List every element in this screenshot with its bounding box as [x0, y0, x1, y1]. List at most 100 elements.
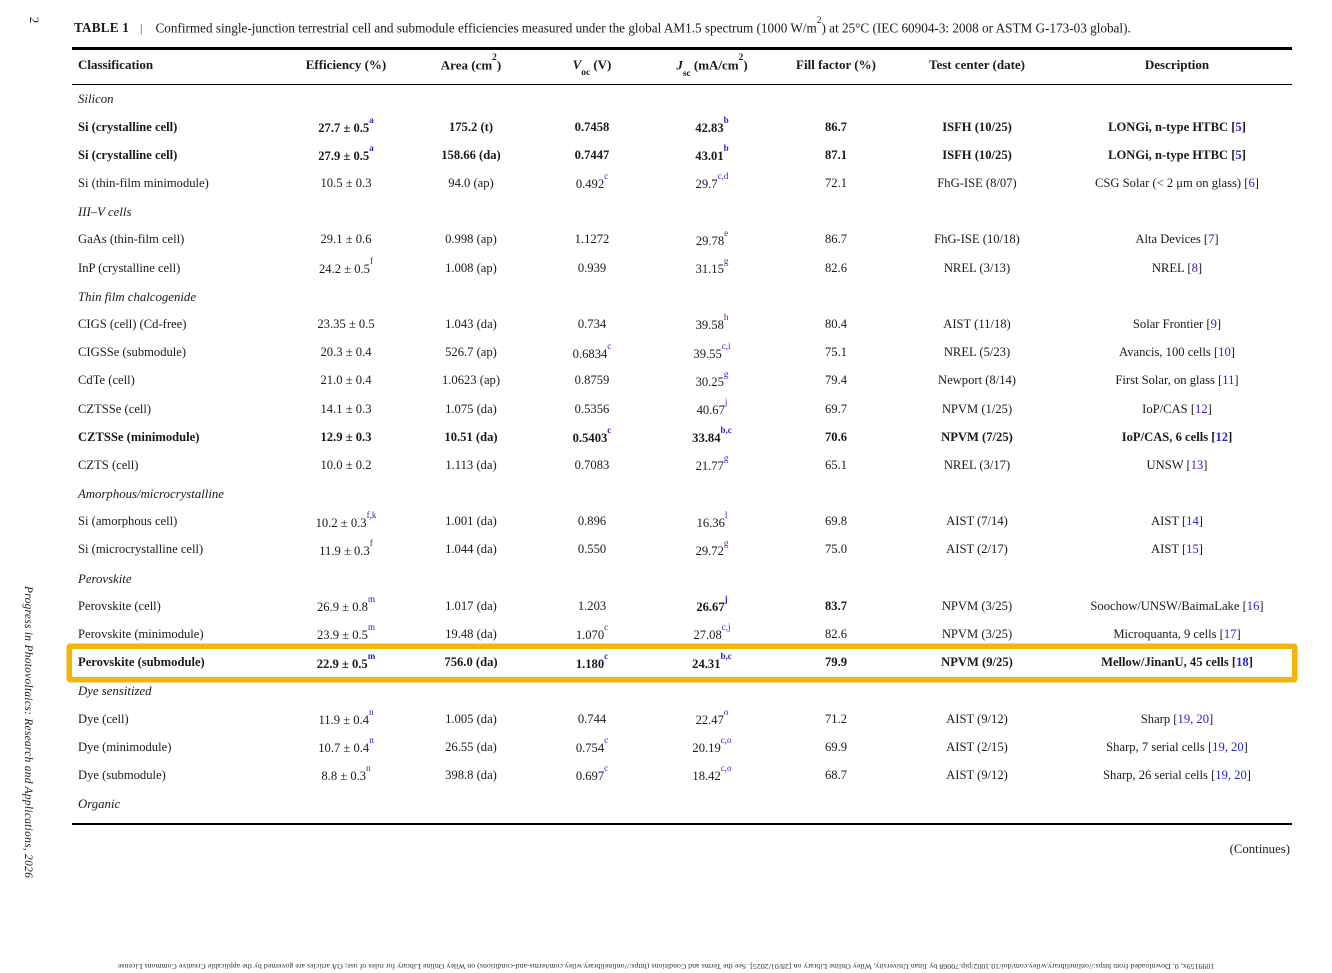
footnote-marker[interactable]: b,c — [720, 650, 732, 661]
citation-link[interactable]: 15 — [1186, 542, 1199, 557]
footnote-marker[interactable]: m — [367, 650, 376, 661]
section-label: Amorphous/microcrystalline — [78, 487, 224, 501]
table-row: Si (microcrystalline cell) 11.9 ± 0.3f 1.0… — [72, 536, 1292, 564]
citation-link[interactable]: 11 — [1222, 373, 1235, 388]
table-caption-label: TABLE 1 — [74, 20, 130, 36]
footnote-marker[interactable]: c — [604, 763, 609, 774]
table-cell: Perovskite (minimodule) — [78, 627, 204, 642]
footnote-marker[interactable]: c — [607, 425, 612, 436]
citation-link[interactable]: 17 — [1223, 627, 1237, 642]
table-cell: AIST (2/15) — [946, 739, 1008, 754]
table-cell: FhG-ISE (8/07) — [937, 176, 1017, 191]
footnote-marker[interactable]: m — [367, 594, 376, 605]
footnote-marker[interactable]: g — [723, 453, 729, 464]
footnote-marker[interactable]: c — [604, 650, 609, 661]
column-header-fill-factor: Fill factor (%) — [796, 57, 876, 73]
table-cell: LONGi, n-type HTBC [5] — [1108, 119, 1246, 134]
citation-link[interactable]: 19, 20 — [1212, 739, 1244, 754]
citation-link[interactable]: 10 — [1218, 345, 1231, 360]
table-cell: 1.001 (da) — [445, 514, 497, 529]
citation-link[interactable]: 8 — [1191, 260, 1198, 275]
footnote-marker[interactable]: o — [723, 706, 729, 717]
table-cell: 1.070c — [575, 622, 609, 643]
table-cell: Perovskite (cell) — [78, 598, 161, 613]
footnote-marker[interactable]: a — [369, 143, 374, 154]
citation-link[interactable]: 9 — [1210, 316, 1217, 331]
footnote-marker[interactable]: j — [724, 594, 728, 605]
table-cell: 80.4 — [824, 316, 848, 331]
journal-sidebar-title: Progress in Photovoltaics: Research and … — [22, 586, 34, 879]
table-cell: ISFH (10/25) — [942, 147, 1012, 162]
table-cell: Sharp, 26 serial cells [19, 20] — [1103, 767, 1251, 782]
table-cell: 16.36l — [696, 509, 728, 530]
footnote-marker[interactable]: n — [366, 763, 371, 774]
footnote-marker[interactable]: c,j — [721, 622, 731, 633]
section-label: Perovskite — [78, 571, 132, 586]
table-cell: IoP/CAS, 6 cells [12] — [1121, 429, 1233, 444]
footnote-marker[interactable]: m — [367, 622, 376, 633]
table-cell: 0.734 — [577, 316, 607, 331]
footnote-marker[interactable]: c,o — [720, 735, 732, 746]
footnote-marker[interactable]: c,o — [720, 763, 732, 774]
citation-link[interactable]: 7 — [1208, 232, 1215, 247]
footnote-marker[interactable]: h — [723, 312, 729, 323]
table-row: Dye (minimodule) 10.7 ± 0.4n 26.55 (da) 0.7… — [72, 734, 1292, 762]
footnote-marker[interactable]: n — [369, 706, 374, 717]
table-cell: AIST [14] — [1151, 514, 1203, 529]
footnote-marker[interactable]: c — [607, 340, 612, 351]
table-cell: Sharp, 7 serial cells [19, 20] — [1106, 739, 1248, 754]
footnote-marker[interactable]: c — [604, 622, 609, 633]
footnote-marker[interactable]: f,k — [366, 509, 377, 520]
footnote-marker[interactable]: c — [604, 171, 609, 182]
footnote-marker[interactable]: a — [369, 115, 374, 125]
section-label: III–V cells — [78, 205, 132, 220]
column-header-jsc: Jsc (mA/cm2) — [676, 53, 748, 79]
table-cell: CSG Solar (< 2 μm on glass) [6] — [1095, 176, 1259, 191]
citation-link[interactable]: 16 — [1246, 598, 1260, 613]
table-cell: 71.2 — [824, 711, 848, 726]
citation-link[interactable]: 18 — [1236, 655, 1249, 670]
citation-link[interactable]: 12 — [1215, 429, 1229, 444]
table-cell: GaAs (thin-film cell) — [78, 232, 185, 247]
citation-link[interactable]: 6 — [1248, 176, 1255, 191]
footnote-marker[interactable]: b — [723, 143, 729, 154]
table-cell: 20.19c,o — [692, 735, 732, 756]
section-label: Organic — [78, 797, 121, 812]
footnote-marker[interactable]: j — [724, 396, 728, 407]
citation-link[interactable]: 5 — [1235, 119, 1242, 134]
table-cell: 94.0 (ap) — [448, 176, 494, 191]
table-cell: 8.8 ± 0.3n — [321, 763, 371, 784]
table-cell: 29.72g — [695, 537, 729, 559]
section-row: Amorphous/microcrystalline — [72, 480, 1292, 508]
column-header-classification: Classification — [78, 57, 154, 73]
table-row: Perovskite (submodule) 22.9 ± 0.5m 756.0 (… — [72, 649, 1292, 677]
table-cell: 27.9 ± 0.5a — [318, 143, 374, 164]
table-cell: 0.492c — [575, 171, 609, 192]
citation-link[interactable]: 12 — [1195, 401, 1208, 416]
footnote-marker[interactable]: e — [724, 227, 729, 238]
table-row: CIGS (cell) (Cd-free) 23.35 ± 0.5 1.043 (d… — [72, 311, 1292, 339]
table-cell: 1.075 (da) — [445, 401, 497, 416]
footnote-marker[interactable]: b,c — [720, 425, 732, 436]
table-cell: Dye (cell) — [78, 711, 129, 726]
citation-link[interactable]: 5 — [1235, 147, 1242, 162]
table-cell: NPVM (7/25) — [941, 429, 1013, 444]
footnote-marker[interactable]: l — [724, 509, 728, 520]
footnote-marker[interactable]: f — [369, 537, 373, 548]
citation-link[interactable]: 13 — [1190, 457, 1204, 472]
footnote-marker[interactable]: g — [723, 537, 729, 548]
citation-link[interactable]: 19, 20 — [1177, 711, 1209, 726]
citation-link[interactable]: 19, 20 — [1215, 767, 1247, 782]
footnote-marker[interactable]: g — [723, 255, 729, 266]
footnote-marker[interactable]: g — [723, 368, 729, 379]
footnote-marker[interactable]: f — [369, 255, 374, 266]
footnote-marker[interactable]: c,i — [721, 340, 731, 351]
citation-link[interactable]: 14 — [1186, 514, 1199, 529]
table-cell: 12.9 ± 0.3 — [320, 429, 372, 444]
footnote-marker[interactable]: c — [604, 735, 609, 746]
footnote-marker[interactable]: b — [723, 115, 729, 125]
footnote-marker[interactable]: n — [369, 735, 374, 746]
table-cell: 83.7 — [824, 598, 848, 613]
footnote-marker[interactable]: c,d — [717, 171, 729, 182]
table-cell: 42.83b — [695, 115, 729, 136]
